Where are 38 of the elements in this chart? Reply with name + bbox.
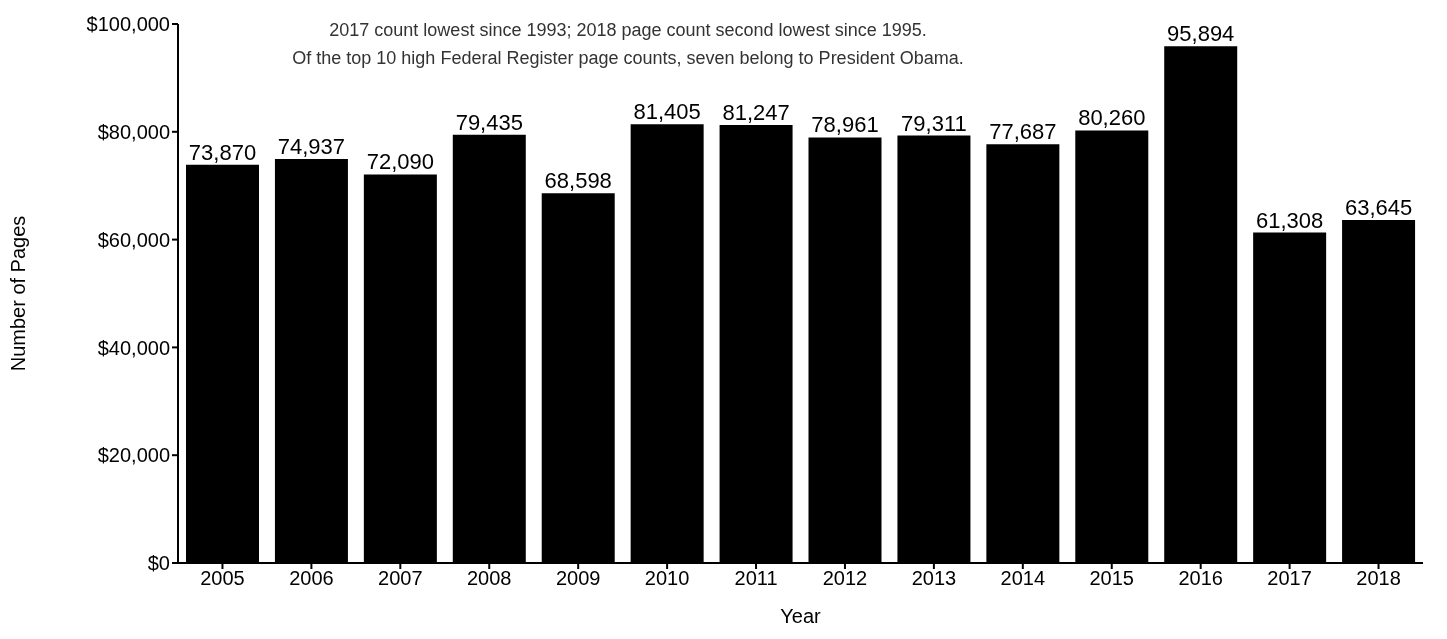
data-label: 74,937 — [277, 134, 346, 160]
x-tick-label: 2015 — [1089, 567, 1134, 590]
data-label: 73,870 — [188, 139, 257, 165]
x-tick-label: 2005 — [200, 567, 245, 590]
x-tick-label: 2006 — [289, 567, 334, 590]
data-label: 80,260 — [1078, 105, 1146, 131]
y-tick-label: $0 — [147, 552, 170, 575]
data-label: 79,435 — [455, 109, 523, 135]
x-tick-label: 2007 — [378, 567, 423, 590]
x-tick-label: 2008 — [467, 567, 512, 590]
x-tick-label: 2012 — [822, 567, 868, 590]
x-tick-label: 2009 — [555, 567, 601, 590]
annotation: Of the top 10 high Federal Register page counts, seven belong to President Obama. — [292, 48, 964, 68]
data-label: 95,894 — [1167, 21, 1235, 47]
y-tick-label: $100,000 — [86, 13, 170, 36]
y-axis-title: Number of Pages — [7, 215, 30, 372]
x-tick-label: 2011 — [734, 567, 778, 590]
y-tick-label: $80,000 — [97, 120, 170, 143]
x-tick-label: 2016 — [1178, 567, 1223, 590]
x-tick-label: 2013 — [911, 567, 957, 590]
data-label: 61,308 — [1256, 207, 1324, 233]
data-label: 68,598 — [544, 168, 612, 194]
data-label: 79,311 — [901, 110, 967, 136]
x-axis-title: Year — [780, 605, 822, 627]
data-label: 78,961 — [811, 112, 879, 138]
x-tick-label: 2014 — [1000, 567, 1046, 590]
x-tick-label: 2017 — [1267, 567, 1312, 590]
data-label: 81,247 — [722, 100, 790, 126]
y-tick-label: $40,000 — [97, 336, 170, 359]
data-label: 72,090 — [366, 149, 435, 175]
x-tick-label: 2018 — [1356, 567, 1401, 590]
y-tick-label: $20,000 — [97, 444, 170, 467]
annotation: 2017 count lowest since 1993; 2018 page count second lowest since 1995. — [329, 20, 927, 40]
data-label: 81,405 — [633, 99, 701, 125]
y-tick-label: $60,000 — [97, 228, 170, 251]
x-tick-label: 2010 — [644, 567, 690, 590]
data-label: 77,687 — [989, 119, 1057, 145]
data-label: 63,645 — [1344, 194, 1413, 220]
